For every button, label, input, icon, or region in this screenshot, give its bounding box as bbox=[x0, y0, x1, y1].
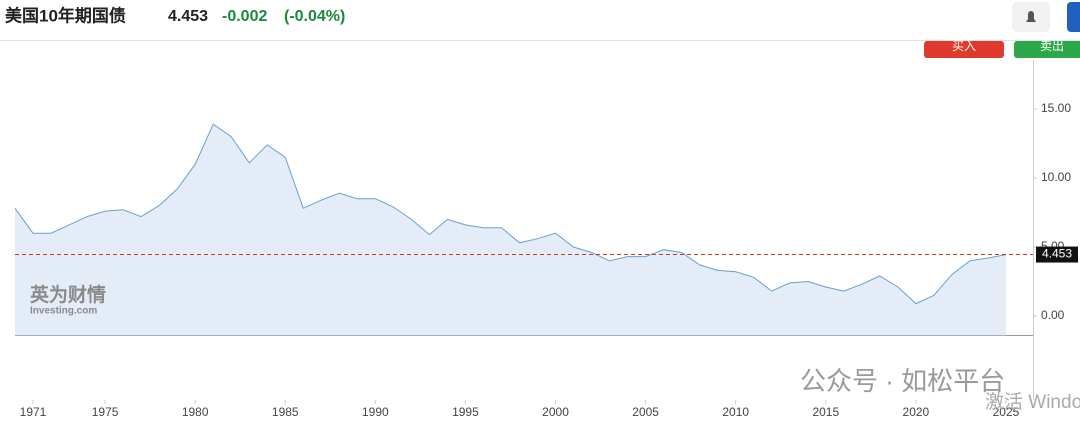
header-bar bbox=[0, 0, 1080, 40]
price: 4.453 bbox=[168, 8, 208, 25]
x-tick-label: 2000 bbox=[542, 405, 569, 419]
ref-label: 4.453 bbox=[1042, 247, 1072, 261]
bell-icon bbox=[1026, 11, 1036, 22]
ref-label-box bbox=[1036, 246, 1078, 263]
line bbox=[14, 123, 1007, 305]
x-tick-label: 2015 bbox=[812, 405, 839, 419]
brand-en: Investing.com bbox=[30, 306, 97, 317]
brand-cn: 英为财情 bbox=[30, 283, 106, 306]
title: 美国10年期国债 bbox=[5, 5, 126, 25]
x-tick-label: 2020 bbox=[903, 405, 930, 419]
change-pct: (-0.04%) bbox=[284, 8, 345, 25]
x-tick-label: 1975 bbox=[92, 405, 119, 419]
y-tick-label: 0.00 bbox=[1041, 308, 1065, 322]
menu-button[interactable] bbox=[1067, 2, 1080, 32]
x-tick-label: 2010 bbox=[722, 405, 749, 419]
windows-watermark: 激活 Windows bbox=[985, 391, 1080, 413]
x-tick-label: 1990 bbox=[362, 405, 389, 419]
x-tick-label: 2005 bbox=[632, 405, 659, 419]
buy-button[interactable] bbox=[924, 41, 1004, 58]
sell-label: 卖出 bbox=[1040, 39, 1064, 53]
x-tick-label: 2025 bbox=[993, 405, 1020, 419]
y-tick-label: 10.00 bbox=[1041, 170, 1071, 184]
sell-button[interactable] bbox=[1014, 41, 1080, 58]
x-tick-label: 1980 bbox=[182, 405, 209, 419]
x-tick-label: 1971 bbox=[20, 405, 47, 419]
x-tick-label: 1995 bbox=[452, 405, 479, 419]
x-tick-label: 1985 bbox=[272, 405, 299, 419]
area bbox=[15, 124, 1006, 336]
change: -0.002 bbox=[222, 8, 267, 25]
y-tick-label: 15.00 bbox=[1041, 101, 1071, 115]
wechat-watermark: 公众号 · 如松平台 bbox=[800, 366, 1005, 396]
buy-label: 买入 bbox=[952, 39, 976, 53]
